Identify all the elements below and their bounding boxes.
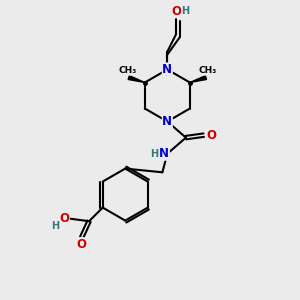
- Text: H: H: [51, 221, 59, 231]
- Text: N: N: [162, 115, 172, 128]
- Text: CH₃: CH₃: [198, 66, 216, 75]
- Text: N: N: [159, 147, 170, 160]
- Text: O: O: [206, 129, 216, 142]
- Text: H: H: [182, 6, 190, 16]
- Text: N: N: [162, 63, 172, 76]
- Text: O: O: [172, 5, 182, 18]
- Text: CH₃: CH₃: [118, 66, 136, 75]
- Polygon shape: [128, 76, 145, 82]
- Text: O: O: [59, 212, 69, 225]
- Polygon shape: [190, 76, 206, 82]
- Text: O: O: [77, 238, 87, 251]
- Text: H: H: [150, 149, 158, 159]
